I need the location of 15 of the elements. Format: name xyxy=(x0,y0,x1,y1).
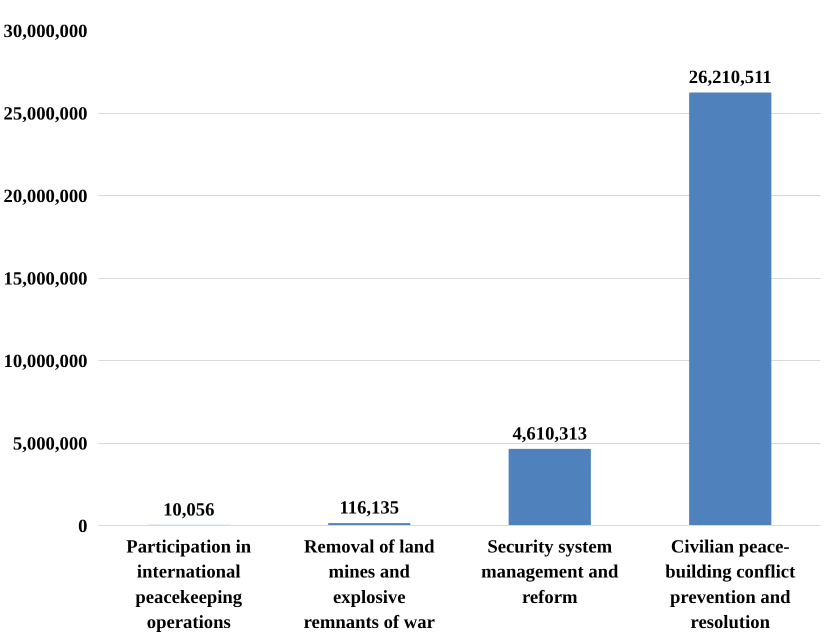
data-label: 4,610,313 xyxy=(512,423,588,444)
data-label: 10,056 xyxy=(163,499,214,520)
x-tick-label: Security system management and reform xyxy=(481,536,620,608)
x-tick-label: Removal of land mines and explosive remnants of war xyxy=(304,536,436,634)
y-tick-label: 15,000,000 xyxy=(4,268,88,290)
y-tick-label: 0 xyxy=(78,516,88,537)
x-tick-label: Participation in international peacekeeping operations xyxy=(126,536,252,634)
y-tick-label: 10,000,000 xyxy=(4,351,88,372)
y-tick-label: 20,000,000 xyxy=(4,186,88,207)
data-label: 116,135 xyxy=(339,498,400,519)
data-label: 26,210,511 xyxy=(688,67,772,88)
y-tick-label: 30,000,000 xyxy=(4,21,88,42)
x-tick-label: Civilian peace-building conflict prevention and resolution xyxy=(665,536,796,634)
y-tick-label: 25,000,000 xyxy=(4,104,88,124)
y-tick-label: 5,000,000 xyxy=(12,434,88,454)
